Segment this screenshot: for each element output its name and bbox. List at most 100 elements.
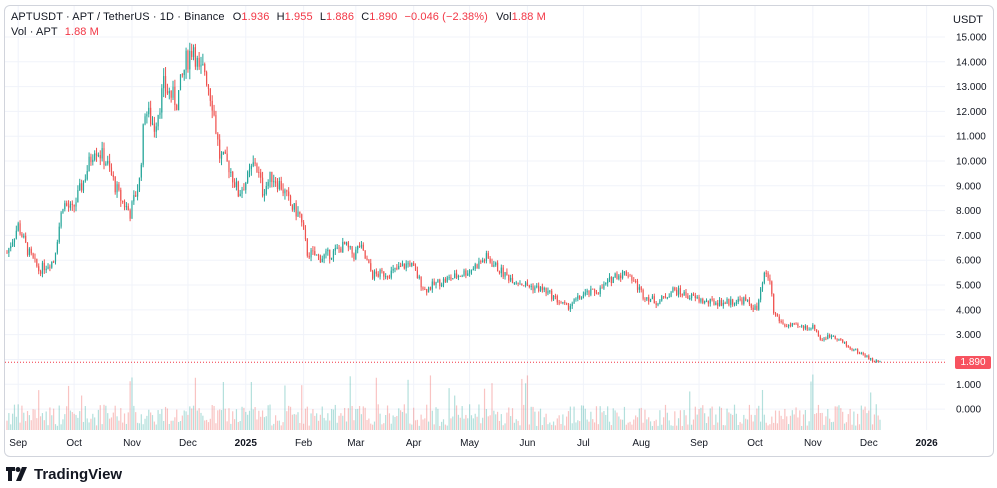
volume-bar xyxy=(707,416,709,430)
candle-up xyxy=(457,275,460,278)
volume-bar xyxy=(64,414,66,430)
footer-brand[interactable]: TradingView xyxy=(6,463,122,485)
x-tick-label: Jul xyxy=(577,438,590,449)
volume-bar xyxy=(726,408,728,430)
candle-down xyxy=(364,250,366,259)
volume-bar xyxy=(411,424,413,430)
candle-up xyxy=(405,263,407,269)
candle-up xyxy=(345,242,348,245)
candle-up xyxy=(500,267,502,274)
volume-bar xyxy=(245,411,247,430)
volume-bar xyxy=(329,420,331,430)
volume-bar xyxy=(344,407,346,430)
candle-up xyxy=(638,287,640,290)
volume-bar xyxy=(424,418,426,430)
candle-down xyxy=(108,161,111,168)
candle-down xyxy=(663,296,665,298)
volume-bar xyxy=(455,405,458,430)
volume-bar xyxy=(485,409,488,430)
volume-bar xyxy=(493,410,495,430)
change-value: −0.046 (−2.38%) xyxy=(404,11,488,23)
volume-bar xyxy=(469,404,471,430)
legend-ohlc: APTUSDT · APT / TetherUS · 1D · Binance … xyxy=(11,11,546,23)
volume-bar xyxy=(685,415,687,430)
volume-bar xyxy=(202,415,204,430)
candle-down xyxy=(873,361,876,363)
chart-frame[interactable]: 0.0001.0002.0003.0004.0005.0006.0007.000… xyxy=(4,5,994,457)
candle-down xyxy=(560,302,562,304)
candle-down xyxy=(260,172,262,178)
candle-up xyxy=(64,203,66,210)
candle-up xyxy=(519,283,521,285)
volume-bar xyxy=(133,405,135,430)
candle-down xyxy=(319,255,321,263)
volume-bar xyxy=(715,414,717,430)
candle-up xyxy=(696,296,698,298)
volume-bar xyxy=(806,425,808,430)
volume-bar xyxy=(502,425,504,430)
candle-down xyxy=(299,211,301,215)
volume-bar xyxy=(345,421,348,430)
volume-bar xyxy=(491,383,493,430)
candle-down xyxy=(170,90,172,98)
candle-down xyxy=(135,195,137,197)
volume-bar xyxy=(308,425,310,430)
candle-up xyxy=(45,268,47,271)
candle-up xyxy=(758,299,760,310)
volume-bar xyxy=(534,411,536,430)
volume-bar xyxy=(566,416,568,430)
candle-down xyxy=(627,275,629,277)
candle-up xyxy=(196,57,198,67)
symbol-title[interactable]: APTUSDT · APT / TetherUS · 1D · Binance xyxy=(11,11,225,23)
volume-bar xyxy=(810,381,812,430)
volume-bar xyxy=(864,406,866,430)
volume-bar xyxy=(265,416,267,430)
volume-bar xyxy=(189,406,191,430)
volume-bar xyxy=(211,405,213,430)
candle-up xyxy=(178,90,180,111)
volume-bar xyxy=(552,421,555,430)
volume-bar xyxy=(730,413,732,430)
candle-up xyxy=(401,263,404,267)
y-tick-label: 4.000 xyxy=(956,305,981,316)
volume-bar xyxy=(860,405,862,430)
candle-down xyxy=(25,235,27,243)
candle-up xyxy=(726,298,728,304)
candle-down xyxy=(554,295,557,297)
candle-down xyxy=(275,181,277,184)
volume-bar xyxy=(58,405,60,430)
chart-canvas[interactable]: 0.0001.0002.0003.0004.0005.0006.0007.000… xyxy=(5,6,994,457)
candle-up xyxy=(569,306,571,310)
volume-bar xyxy=(247,414,249,430)
candle-up xyxy=(801,325,803,327)
candle-up xyxy=(17,223,19,231)
volume-bar xyxy=(608,421,611,430)
volume-bar xyxy=(138,423,141,430)
candle-down xyxy=(362,244,364,251)
candle-down xyxy=(825,338,827,340)
candle-down xyxy=(261,177,264,196)
volume-bar xyxy=(879,419,881,430)
volume-bar xyxy=(405,413,407,430)
candle-up xyxy=(58,226,60,243)
candle-up xyxy=(79,183,81,191)
volume-bar xyxy=(237,422,239,430)
volume-bar xyxy=(590,411,592,430)
volume-bar xyxy=(338,415,340,430)
candle-up xyxy=(534,287,536,291)
candle-up xyxy=(161,88,163,113)
volume-indicator-label[interactable]: Vol · APT xyxy=(11,26,58,38)
candle-down xyxy=(517,282,519,284)
candle-up xyxy=(88,156,90,172)
volume-bar xyxy=(827,409,829,430)
volume-bar xyxy=(200,412,202,430)
volume-bar xyxy=(836,406,838,430)
x-tick-label: Nov xyxy=(123,438,141,449)
volume-bar xyxy=(599,406,601,430)
volume-bar xyxy=(504,423,506,430)
volume-bar xyxy=(226,421,228,430)
volume-bar xyxy=(205,419,208,430)
candle-down xyxy=(209,88,211,101)
volume-bar xyxy=(536,425,538,430)
volume-bar xyxy=(739,422,741,430)
